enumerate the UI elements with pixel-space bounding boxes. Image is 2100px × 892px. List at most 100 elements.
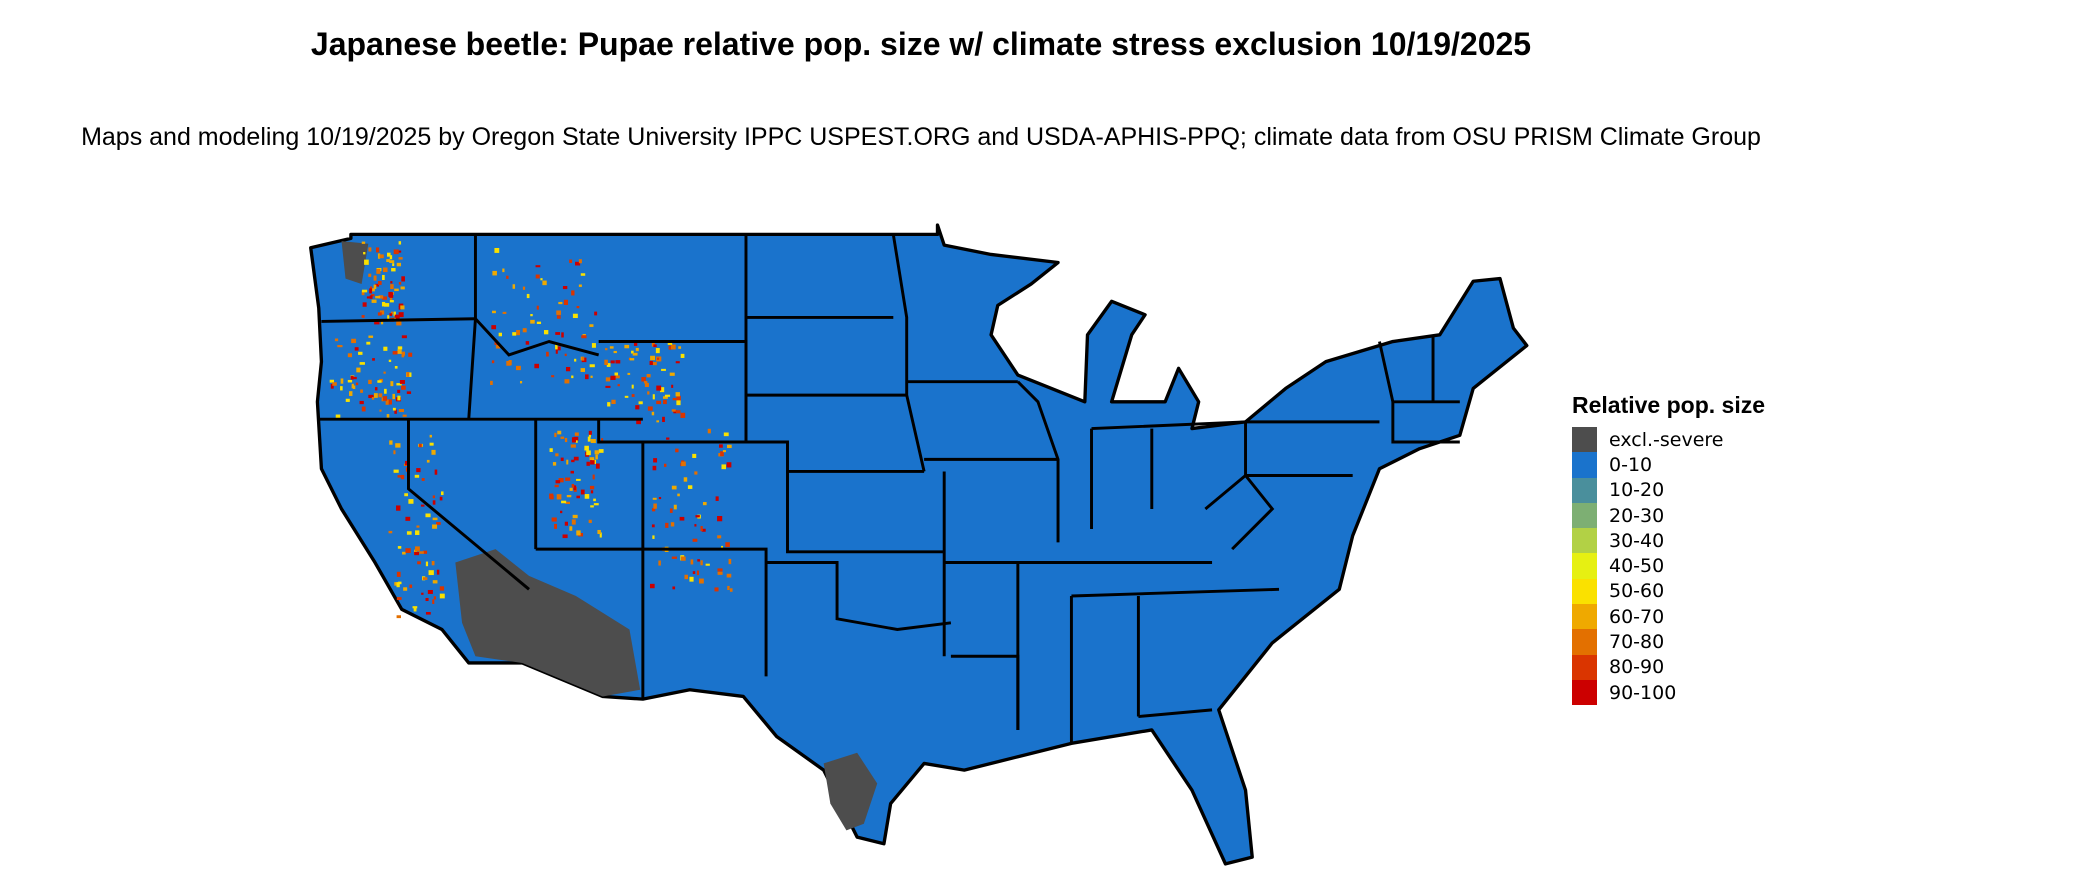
suitability-speckle: [649, 583, 655, 589]
suitability-speckle: [594, 450, 600, 455]
suitability-speckle: [396, 320, 402, 326]
suitability-speckle: [526, 293, 530, 299]
suitability-speckle: [580, 489, 585, 495]
suitability-speckle: [672, 397, 678, 401]
suitability-speckle: [368, 273, 372, 277]
suitability-speckle: [572, 514, 578, 519]
suitability-speckle: [593, 503, 599, 506]
suitability-speckle: [555, 453, 559, 457]
suitability-speckle: [377, 312, 382, 316]
suitability-speckle: [554, 432, 557, 438]
suitability-speckle: [405, 516, 411, 521]
suitability-speckle: [417, 561, 421, 565]
suitability-speckle: [571, 290, 575, 296]
suitability-speckle: [368, 247, 372, 252]
suitability-speckle: [699, 578, 704, 584]
suitability-speckle: [403, 587, 408, 591]
suitability-speckle: [522, 328, 527, 333]
suitability-speckle: [549, 448, 553, 452]
suitability-speckle: [652, 535, 655, 539]
suitability-speckle: [564, 353, 567, 357]
suitability-speckle: [398, 303, 404, 308]
legend-label: 20-30: [1609, 504, 1665, 527]
suitability-speckle: [368, 379, 372, 385]
suitability-speckle: [432, 500, 436, 505]
suitability-speckle: [551, 517, 557, 522]
suitability-speckle: [387, 252, 391, 257]
suitability-speckle: [397, 389, 401, 394]
suitability-speckle: [565, 477, 571, 481]
suitability-speckle: [429, 434, 432, 438]
suitability-speckle: [398, 312, 404, 318]
suitability-speckle: [718, 444, 723, 448]
suitability-speckle: [387, 315, 390, 321]
suitability-speckle: [564, 521, 569, 526]
suitability-speckle: [590, 460, 595, 465]
suitability-speckle: [672, 586, 676, 590]
suitability-speckle: [671, 556, 677, 559]
suitability-speckle: [398, 257, 403, 260]
suitability-speckle: [425, 597, 429, 602]
suitability-speckle: [696, 570, 699, 576]
suitability-speckle: [425, 561, 429, 567]
suitability-speckle: [386, 259, 391, 263]
suitability-speckle: [512, 332, 517, 336]
suitability-speckle: [721, 464, 727, 470]
suitability-speckle: [535, 265, 541, 268]
suitability-speckle: [398, 241, 402, 245]
suitability-speckle: [391, 268, 396, 272]
suitability-speckle: [679, 516, 685, 521]
suitability-speckle: [650, 355, 656, 361]
suitability-speckle: [397, 546, 402, 549]
suitability-speckle: [571, 375, 574, 379]
suitability-speckle: [540, 278, 543, 281]
suitability-speckle: [368, 394, 374, 399]
suitability-speckle: [632, 352, 638, 356]
suitability-speckle: [428, 570, 434, 576]
suitability-speckle: [652, 497, 657, 500]
suitability-speckle: [436, 522, 441, 525]
legend-swatch: [1572, 477, 1597, 503]
suitability-speckle: [427, 589, 433, 594]
suitability-speckle: [605, 385, 611, 388]
suitability-speckle: [676, 395, 681, 401]
suitability-speckle: [406, 531, 412, 535]
suitability-speckle: [692, 453, 697, 458]
suitability-speckle: [717, 535, 722, 539]
suitability-speckle: [536, 305, 539, 310]
suitability-speckle: [432, 599, 435, 604]
suitability-speckle: [653, 458, 658, 463]
suitability-speckle: [389, 313, 393, 316]
suitability-speckle: [657, 357, 660, 360]
suitability-speckle: [506, 360, 511, 366]
suitability-speckle: [652, 394, 655, 400]
suitability-speckle: [440, 491, 444, 496]
suitability-speckle: [569, 526, 573, 531]
suitability-speckle: [585, 374, 589, 380]
suitability-speckle: [680, 556, 686, 561]
suitability-speckle: [392, 393, 396, 400]
suitability-speckle: [390, 381, 394, 387]
suitability-speckle: [372, 358, 375, 361]
suitability-speckle: [388, 291, 393, 297]
legend-item: 0-10: [1572, 452, 1765, 478]
suitability-speckle: [351, 338, 357, 344]
suitability-speckle: [727, 585, 730, 591]
suitability-speckle: [561, 332, 564, 338]
suitability-speckle: [397, 475, 402, 478]
suitability-speckle: [371, 288, 375, 292]
suitability-speckle: [628, 357, 632, 361]
suitability-speckle: [394, 409, 397, 414]
suitability-speckle: [393, 450, 396, 455]
suitability-speckle: [376, 268, 381, 274]
suitability-speckle: [656, 420, 660, 423]
legend-swatch: [1572, 604, 1597, 630]
suitability-speckle: [368, 335, 374, 338]
legend-swatch: [1572, 654, 1597, 680]
suitability-speckle: [373, 393, 378, 398]
suitability-speckle: [641, 377, 646, 382]
legend-swatch: [1572, 452, 1597, 478]
suitability-speckle: [671, 485, 677, 490]
suitability-speckle: [371, 294, 375, 297]
suitability-speckle: [495, 345, 501, 349]
